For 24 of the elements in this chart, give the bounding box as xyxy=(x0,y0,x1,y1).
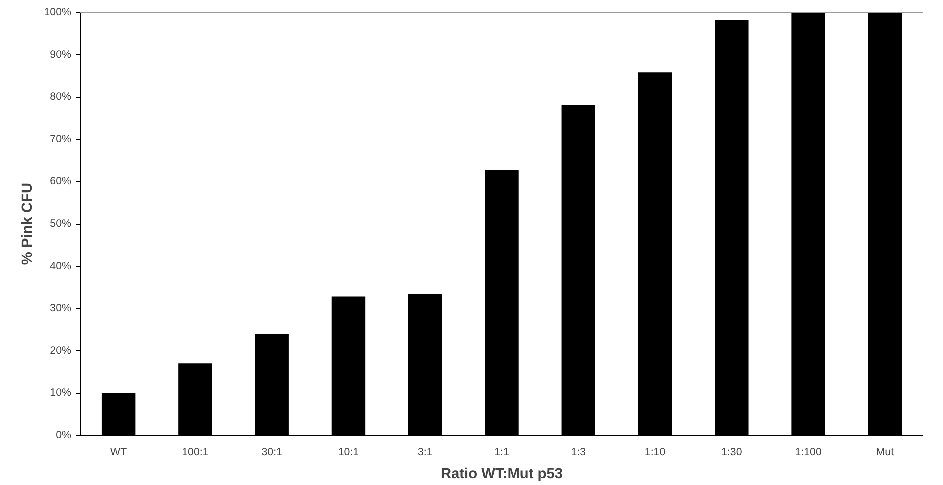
x-tick-label: 1:30 xyxy=(722,446,742,458)
x-axis-title: Ratio WT:Mut p53 xyxy=(440,466,564,482)
y-tick-label: 0% xyxy=(56,430,72,442)
y-tick-label: 20% xyxy=(50,344,72,357)
x-tick-label: 3:1 xyxy=(418,446,433,458)
x-tick-label: 1:100 xyxy=(795,446,822,458)
x-tick-label: 1:1 xyxy=(494,446,510,458)
x-tick-label: 1:3 xyxy=(571,446,586,458)
y-tick-label: 50% xyxy=(50,218,72,230)
x-tick-label: Mut xyxy=(876,446,894,458)
x-tick-label: 30:1 xyxy=(262,446,283,458)
x-tick-label: 1:10 xyxy=(644,446,666,458)
x-tick-label: 10:1 xyxy=(338,446,360,458)
y-tick-label: 100% xyxy=(44,6,72,18)
y-tick-label: 40% xyxy=(50,260,72,272)
y-tick-label: 70% xyxy=(50,133,72,146)
x-tick-label: WT xyxy=(110,446,128,458)
y-axis-title: % Pink CFU xyxy=(20,182,36,266)
x-tick-label: 100:1 xyxy=(182,446,209,458)
y-tick-label: 60% xyxy=(50,176,72,188)
y-tick-label: 80% xyxy=(50,91,72,104)
y-tick-label: 10% xyxy=(50,387,72,400)
y-tick-label: 30% xyxy=(50,302,72,315)
y-tick-label: 90% xyxy=(50,48,72,61)
